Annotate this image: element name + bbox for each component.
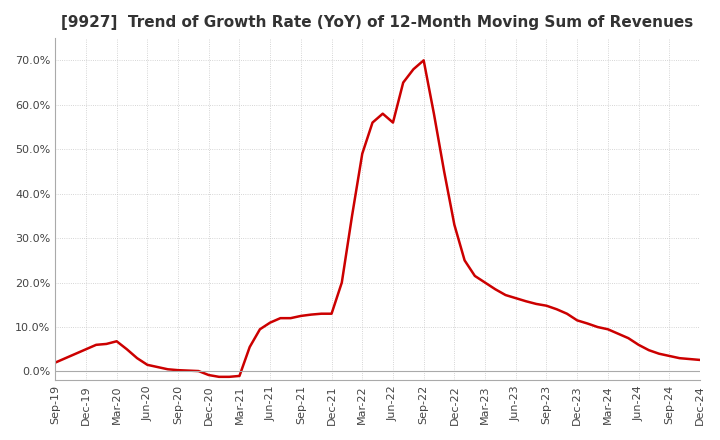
Title: [9927]  Trend of Growth Rate (YoY) of 12-Month Moving Sum of Revenues: [9927] Trend of Growth Rate (YoY) of 12-…	[61, 15, 694, 30]
